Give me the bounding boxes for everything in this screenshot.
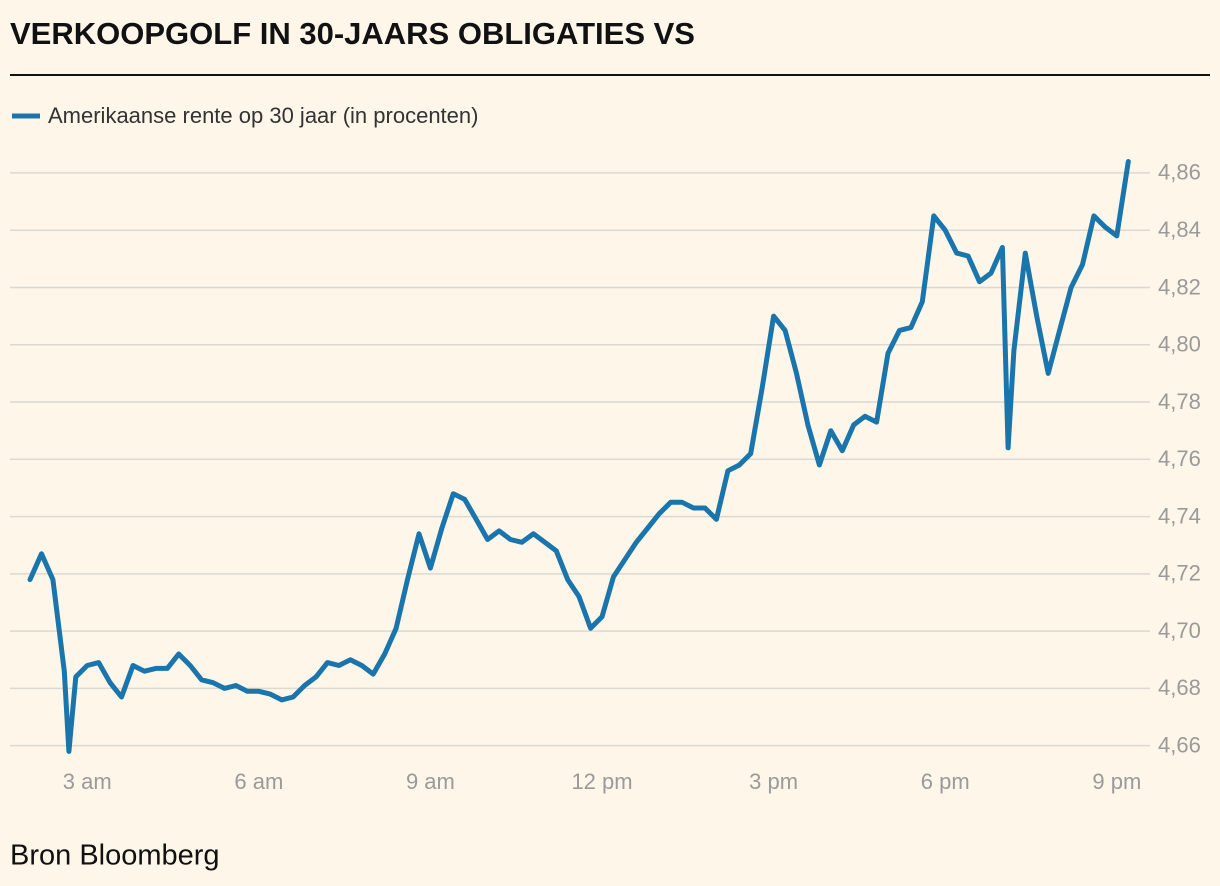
y-tick-label: 4,84	[1158, 217, 1201, 242]
y-tick-label: 4,80	[1158, 332, 1201, 357]
x-tick-label: 3 am	[63, 769, 112, 794]
data-line	[27, 159, 1131, 754]
x-tick-label: 6 am	[234, 769, 283, 794]
x-tick-label: 9 pm	[1092, 769, 1141, 794]
y-tick-label: 4,86	[1158, 160, 1201, 185]
y-tick-label: 4,72	[1158, 561, 1201, 586]
y-tick-label: 4,74	[1158, 503, 1201, 528]
x-tick-label: 6 pm	[921, 769, 970, 794]
source-note: Bron Bloomberg	[10, 840, 220, 872]
x-tick-label: 9 am	[406, 769, 455, 794]
chart-title: VERKOOPGOLF IN 30-JAARS OBLIGATIES VS	[10, 16, 695, 51]
y-tick-label: 4,68	[1158, 675, 1201, 700]
y-tick-label: 4,82	[1158, 274, 1201, 299]
x-tick-label: 3 pm	[749, 769, 798, 794]
y-tick-label: 4,76	[1158, 446, 1201, 471]
y-tick-label: 4,78	[1158, 389, 1201, 414]
y-tick-label: 4,66	[1158, 732, 1201, 757]
legend-label: Amerikaanse rente op 30 jaar (in procent…	[48, 103, 478, 128]
y-tick-label: 4,70	[1158, 618, 1201, 643]
x-tick-label: 12 pm	[571, 769, 632, 794]
